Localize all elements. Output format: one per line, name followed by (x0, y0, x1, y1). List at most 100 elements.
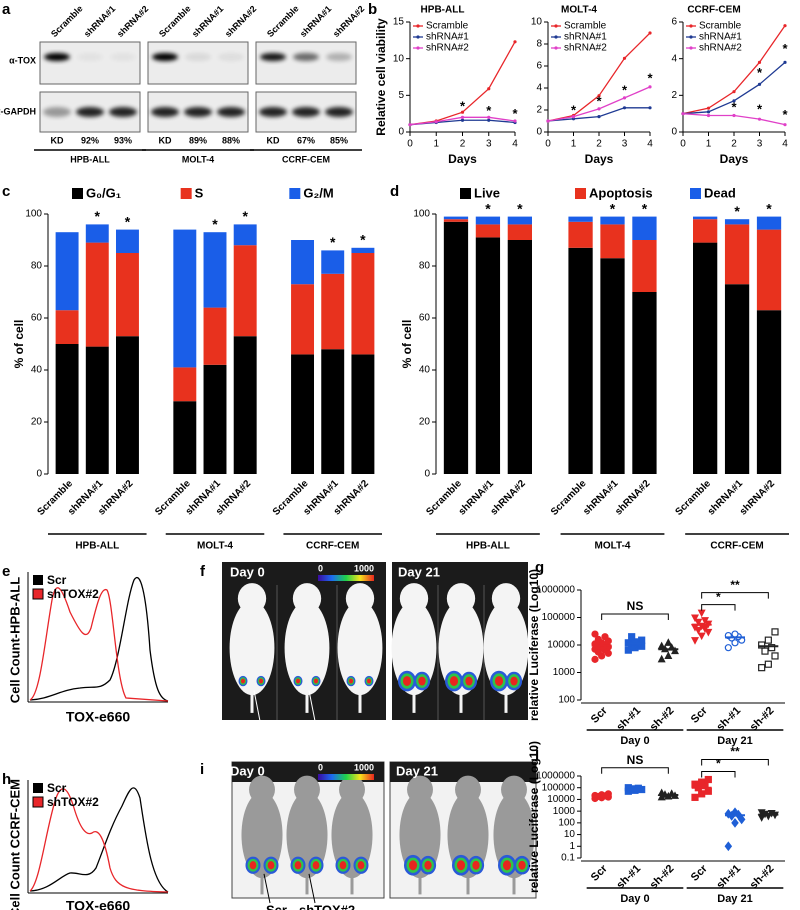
data-point (731, 817, 739, 828)
significance: ** (730, 745, 740, 759)
data-point (691, 614, 699, 623)
data-point (664, 638, 673, 646)
chart-title: MOLT-4 (561, 5, 597, 16)
significance: * (731, 100, 737, 115)
y-tick-label: 1000 (553, 667, 576, 678)
bar-segment (173, 229, 197, 368)
x-tick-label: sh-#1 (714, 705, 743, 734)
bar-segment (55, 344, 79, 474)
y-tick-label: 4 (671, 53, 677, 64)
mouse-head (237, 583, 267, 614)
significance: * (782, 41, 788, 56)
legend-label: shRNA#2 (564, 43, 607, 54)
scale-label: 1000 (354, 762, 374, 772)
cell-line-label: CCRF-CEM (282, 154, 330, 164)
legend-label: G₂/M (303, 185, 333, 200)
legend-label: Apoptosis (589, 185, 653, 200)
x-axis-label: Days (448, 152, 477, 166)
bar-segment (600, 258, 625, 474)
y-tick-label: 15 (393, 17, 405, 28)
bar-segment (85, 346, 109, 474)
x-tick-label: Scr (589, 862, 611, 884)
bar-segment (693, 242, 718, 474)
bar-segment (507, 224, 532, 240)
x-tick-label: sh-#1 (714, 863, 743, 892)
y-tick-label: 10 (393, 53, 405, 64)
data-point (460, 118, 465, 122)
data-point (694, 627, 703, 635)
bracket (701, 592, 769, 599)
bar-segment (55, 310, 79, 344)
legend-swatch (690, 188, 701, 199)
data-point (571, 115, 576, 119)
band (184, 107, 212, 117)
lane-label: shRNA#2 (223, 4, 258, 39)
legend-label: shRNA#2 (426, 43, 469, 54)
y-axis-label: Relative cell viability (374, 18, 388, 136)
bar-segment (756, 310, 782, 474)
legend-marker (689, 46, 693, 50)
data-point (706, 106, 711, 110)
y-tick-label: 6 (536, 61, 542, 72)
y-tick-label: 40 (419, 365, 431, 376)
group-label: Day 21 (717, 893, 752, 905)
group-label: HPB-ALL (466, 541, 510, 552)
panel-f: f Day 0 Day 21 0 1000 Scr shTOX#2 (200, 562, 529, 735)
lane-label: shRNA#1 (190, 4, 225, 39)
data-point (757, 117, 762, 121)
x-tick-label: 1 (571, 139, 577, 150)
band (152, 53, 178, 61)
data-point (434, 120, 438, 124)
bar-segment (600, 216, 625, 225)
mouse-body (286, 791, 328, 879)
day-label: Day 21 (398, 564, 440, 579)
significance: * (782, 107, 788, 122)
data-point (757, 60, 762, 64)
bar-segment (115, 336, 139, 474)
significance: ** (730, 578, 740, 592)
scale-label: 1000 (354, 563, 374, 573)
significance: * (716, 757, 721, 771)
arrow (308, 873, 316, 904)
bar-segment (291, 284, 315, 355)
x-tick-label: sh-#2 (648, 705, 677, 734)
signal (456, 860, 466, 871)
data-point (731, 630, 739, 638)
y-tick-label: 1 (569, 841, 575, 852)
legend-label: G₀/G₁ (86, 185, 121, 200)
significance: * (757, 101, 763, 116)
significance: * (734, 203, 740, 219)
mouse-body (337, 600, 383, 696)
y-tick-label: 40 (31, 365, 43, 376)
data-point (597, 94, 601, 98)
data-point (768, 644, 776, 652)
bar-segment (321, 250, 345, 274)
mouse-head (491, 583, 521, 614)
data-point (732, 99, 736, 103)
group-label: Day 0 (620, 893, 649, 905)
y-tick-label: 6 (671, 17, 677, 28)
legend-swatch (180, 188, 192, 199)
chart-title: HPB-ALL (421, 5, 465, 16)
x-tick-label: sh-#2 (648, 863, 677, 892)
mouse-head (501, 775, 527, 804)
day-label: Day 0 (230, 763, 265, 778)
y-tick-label: 80 (419, 261, 431, 272)
significance: * (212, 216, 218, 232)
arrow-label: Scr (256, 720, 277, 735)
signal (294, 861, 302, 870)
bar-segment (173, 367, 197, 402)
legend-swatch (33, 575, 43, 585)
x-tick-label: Scr (589, 704, 611, 726)
arrow-label: shTOX#2 (299, 720, 355, 735)
bar-segment (203, 364, 227, 474)
kd-label: 88% (222, 135, 240, 145)
legend-label: shRNA#1 (564, 32, 607, 43)
data-point (691, 793, 699, 801)
color-bar (318, 575, 374, 581)
signal (267, 861, 275, 870)
blot (39, 41, 141, 85)
group-label: CCRF-CEM (710, 541, 763, 552)
